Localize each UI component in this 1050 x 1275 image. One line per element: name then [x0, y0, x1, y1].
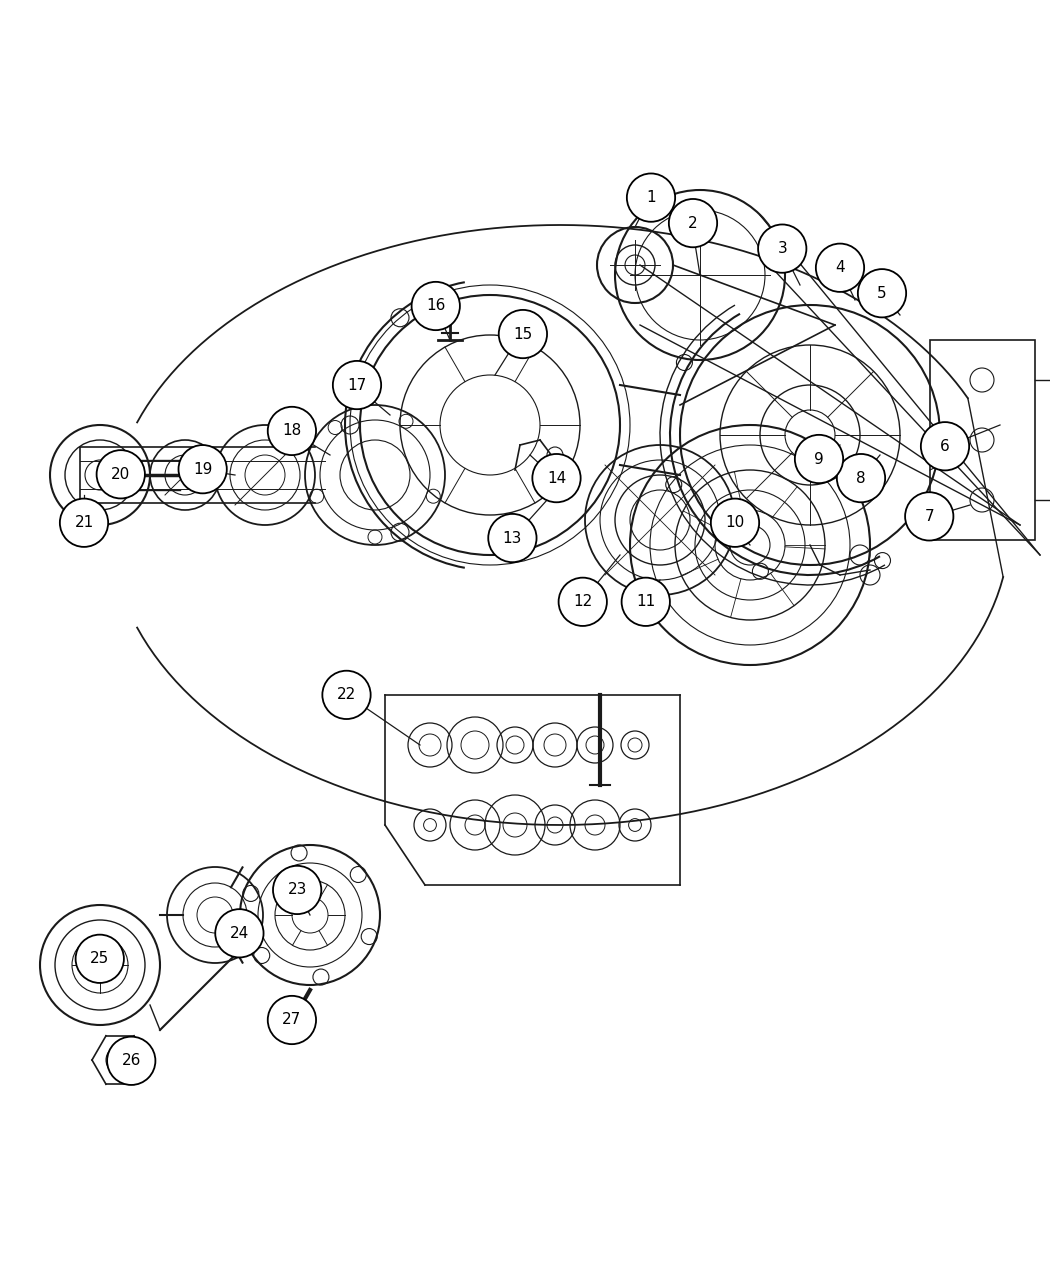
Text: 1: 1 [646, 190, 656, 205]
Circle shape [669, 199, 717, 247]
Circle shape [795, 435, 843, 483]
Circle shape [532, 454, 581, 502]
Circle shape [268, 407, 316, 455]
Text: 24: 24 [230, 926, 249, 941]
Text: 17: 17 [348, 377, 366, 393]
Text: 13: 13 [503, 530, 522, 546]
Text: 19: 19 [193, 462, 212, 477]
Circle shape [858, 269, 906, 317]
Text: 23: 23 [288, 882, 307, 898]
Text: 16: 16 [426, 298, 445, 314]
Circle shape [107, 1037, 155, 1085]
Circle shape [905, 492, 953, 541]
Text: 8: 8 [856, 470, 866, 486]
Text: 11: 11 [636, 594, 655, 609]
Text: 20: 20 [111, 467, 130, 482]
Circle shape [837, 454, 885, 502]
Bar [930, 340, 1035, 541]
Circle shape [268, 996, 316, 1044]
Circle shape [412, 282, 460, 330]
Text: 25: 25 [90, 951, 109, 966]
Text: 3: 3 [777, 241, 788, 256]
Text: 15: 15 [513, 326, 532, 342]
Text: 5: 5 [877, 286, 887, 301]
Circle shape [97, 450, 145, 499]
Text: 27: 27 [282, 1012, 301, 1028]
Circle shape [921, 422, 969, 470]
Circle shape [758, 224, 806, 273]
Text: 2: 2 [688, 215, 698, 231]
Circle shape [215, 909, 264, 958]
Text: 4: 4 [835, 260, 845, 275]
Circle shape [622, 578, 670, 626]
Text: 9: 9 [814, 451, 824, 467]
Text: 10: 10 [726, 515, 744, 530]
Text: 21: 21 [75, 515, 93, 530]
Text: 22: 22 [337, 687, 356, 703]
Circle shape [273, 866, 321, 914]
Circle shape [499, 310, 547, 358]
Text: 12: 12 [573, 594, 592, 609]
Circle shape [322, 671, 371, 719]
Circle shape [76, 935, 124, 983]
Text: 7: 7 [924, 509, 934, 524]
Circle shape [559, 578, 607, 626]
Circle shape [488, 514, 537, 562]
Circle shape [816, 244, 864, 292]
Text: 6: 6 [940, 439, 950, 454]
Text: 18: 18 [282, 423, 301, 439]
Circle shape [711, 499, 759, 547]
Circle shape [60, 499, 108, 547]
Text: 14: 14 [547, 470, 566, 486]
Circle shape [178, 445, 227, 493]
Circle shape [627, 173, 675, 222]
Text: 26: 26 [122, 1053, 141, 1068]
Circle shape [333, 361, 381, 409]
